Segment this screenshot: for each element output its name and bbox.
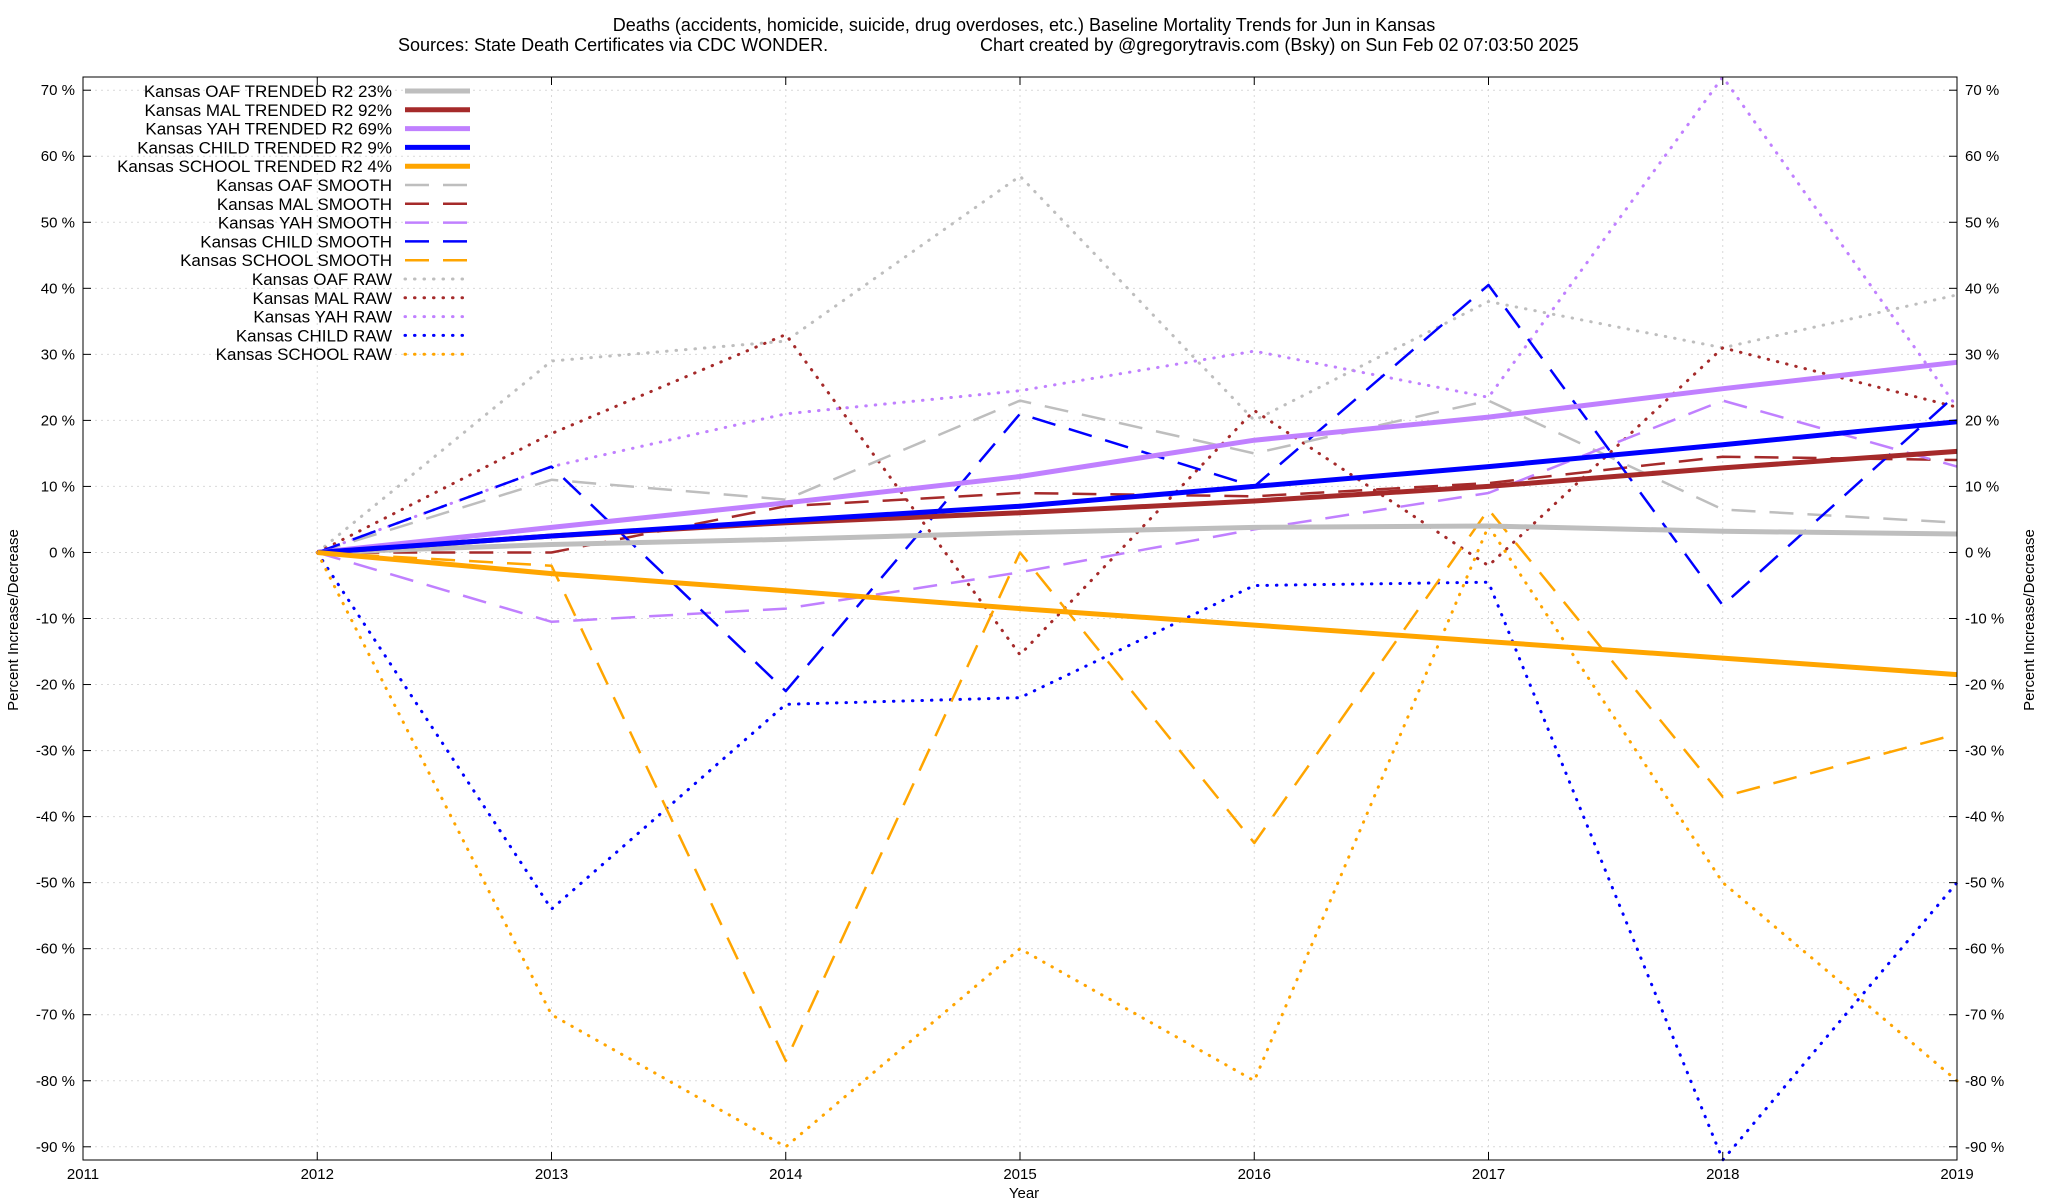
legend-label: Kansas MAL SMOOTH xyxy=(217,195,392,214)
y-tick-label: -10 % xyxy=(36,611,75,628)
x-tick-label: 2016 xyxy=(1238,1166,1271,1183)
grid-layer xyxy=(82,77,1958,1160)
x-tick-label: 2019 xyxy=(1940,1166,1973,1183)
y2-tick-label: -80 % xyxy=(1965,1073,2004,1090)
y2-tick-label: -50 % xyxy=(1965,875,2004,892)
y-tick-label: 40 % xyxy=(41,280,75,297)
y-tick-label: -90 % xyxy=(36,1139,75,1156)
series-line-4 xyxy=(317,550,1958,678)
series-line-5 xyxy=(316,399,1958,554)
legend-label: Kansas YAH RAW xyxy=(253,308,392,327)
series-line-11 xyxy=(315,333,1959,657)
legend-label: Kansas OAF RAW xyxy=(252,270,392,289)
axes-layer: 2011 2012 2013 2014 2015 2016 2017 2018 2019 -90 … xyxy=(36,76,2004,1183)
y2-tick-label: 50 % xyxy=(1965,214,1999,231)
x-axis-label: Year xyxy=(1009,1185,1039,1200)
y-tick-label: -20 % xyxy=(36,677,75,694)
y2-tick-label: 40 % xyxy=(1965,280,1999,297)
y-tick-label: -80 % xyxy=(36,1073,75,1090)
y-tick-label: 60 % xyxy=(41,148,75,165)
y-tick-label: -70 % xyxy=(36,1007,75,1024)
chart-subtitle-sources: Sources: State Death Certificates via CD… xyxy=(398,35,828,55)
y2-tick-label: -20 % xyxy=(1965,677,2004,694)
y2-tick-label: 0 % xyxy=(1965,544,1991,561)
legend-label: Kansas CHILD RAW xyxy=(236,326,392,345)
x-tick-label: 2014 xyxy=(769,1166,802,1183)
legend-label: Kansas SCHOOL TRENDED R2 4% xyxy=(117,157,392,176)
y-tick-label: 30 % xyxy=(41,346,75,363)
y2-tick-label: 70 % xyxy=(1965,82,1999,99)
y2-tick-label: -40 % xyxy=(1965,809,2004,826)
y2-tick-label: -90 % xyxy=(1965,1139,2004,1156)
x-tick-label: 2018 xyxy=(1706,1166,1739,1183)
y2-tick-label: -60 % xyxy=(1965,941,2004,958)
legend-label: Kansas YAH TRENDED R2 69% xyxy=(145,120,392,139)
series-line-12 xyxy=(315,75,1959,554)
series-line-2 xyxy=(317,359,1958,555)
legend-label: Kansas SCHOOL SMOOTH xyxy=(180,251,392,270)
y-tick-label: 20 % xyxy=(41,412,75,429)
legend-label: Kansas OAF SMOOTH xyxy=(216,176,392,195)
x-tick-label: 2012 xyxy=(301,1166,334,1183)
series-line-13 xyxy=(315,551,1959,1162)
y-tick-label: 10 % xyxy=(41,478,75,495)
y-tick-label: -60 % xyxy=(36,941,75,958)
y-tick-label: 70 % xyxy=(41,82,75,99)
chart-title: Deaths (accidents, homicide, suicide, dr… xyxy=(613,15,1435,35)
y-axis-label: Percent Increase/Decrease xyxy=(5,529,22,711)
legend-label: Kansas OAF TRENDED R2 23% xyxy=(144,82,392,101)
x-tick-label: 2011 xyxy=(67,1166,99,1183)
legend-label: Kansas MAL RAW xyxy=(252,289,392,308)
y2-tick-label: 10 % xyxy=(1965,478,1999,495)
y-tick-label: -50 % xyxy=(36,875,75,892)
x-tick-label: 2017 xyxy=(1472,1166,1505,1183)
y2-tick-label: -10 % xyxy=(1965,611,2004,628)
legend-label: Kansas SCHOOL RAW xyxy=(216,345,392,364)
y-tick-label: -30 % xyxy=(36,743,75,760)
y-tick-label: 0 % xyxy=(49,544,75,561)
chart-subtitle-credit: Chart created by @gregorytravis.com (Bsk… xyxy=(980,35,1579,55)
legend-label: Kansas CHILD SMOOTH xyxy=(200,232,392,251)
y-tick-label: 50 % xyxy=(41,214,75,231)
legend-label: Kansas YAH SMOOTH xyxy=(218,214,392,233)
series-line-10 xyxy=(315,174,1959,554)
series-line-7 xyxy=(316,399,1958,624)
y2-tick-label: -30 % xyxy=(1965,743,2004,760)
y2-tick-label: -70 % xyxy=(1965,1007,2004,1024)
legend: Kansas OAF TRENDED R2 23%Kansas MAL TREN… xyxy=(117,82,472,364)
series-line-0 xyxy=(317,523,1958,555)
y2-tick-label: 20 % xyxy=(1965,412,1999,429)
legend-label: Kansas CHILD TRENDED R2 9% xyxy=(137,138,392,157)
x-tick-label: 2013 xyxy=(535,1166,568,1183)
series-layer xyxy=(315,75,1959,1162)
y2-tick-label: 60 % xyxy=(1965,148,1999,165)
series-line-3 xyxy=(317,419,1958,555)
legend-label: Kansas MAL TRENDED R2 92% xyxy=(144,101,392,120)
series-line-9 xyxy=(317,508,1958,1063)
y-tick-label: -40 % xyxy=(36,809,75,826)
x-tick-label: 2015 xyxy=(1003,1166,1036,1183)
y2-tick-label: 30 % xyxy=(1965,346,1999,363)
y2-axis-label: Percent Increase/Decrease xyxy=(2021,529,2038,711)
